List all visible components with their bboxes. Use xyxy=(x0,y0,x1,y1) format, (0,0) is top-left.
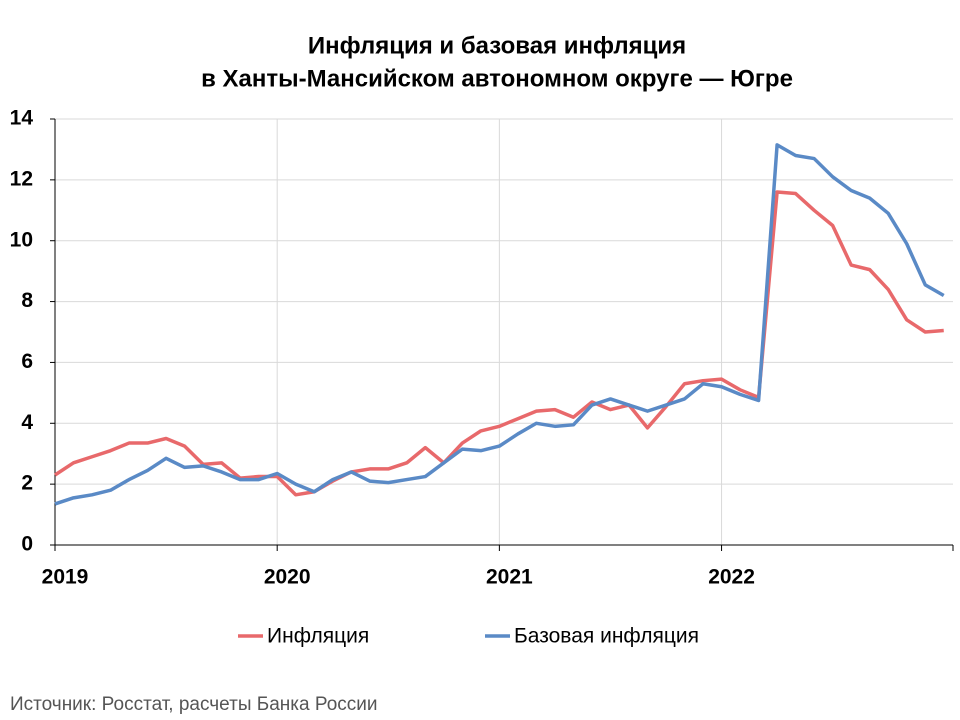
x-tick-label: 2021 xyxy=(486,566,533,589)
x-tick-label: 2019 xyxy=(42,566,89,589)
y-tick-label: 14 xyxy=(10,107,34,130)
chart-title: Инфляция и базовая инфляция xyxy=(308,32,686,59)
data-line xyxy=(54,143,945,506)
y-tick-label: 8 xyxy=(21,289,33,312)
legend-label: Инфляция xyxy=(267,625,369,648)
x-tick-label: 2022 xyxy=(708,566,755,589)
source-note: Источник: Росстат, расчеты Банка России xyxy=(10,694,378,715)
legend-label: Базовая инфляция xyxy=(514,625,699,648)
y-tick-label: 12 xyxy=(10,167,33,190)
y-tick-label: 2 xyxy=(21,472,33,495)
chart-title: в Ханты-Мансийском автономном округе — Ю… xyxy=(201,65,793,92)
y-tick-label: 4 xyxy=(21,411,33,434)
y-tick-label: 6 xyxy=(21,350,33,373)
y-tick-label: 10 xyxy=(10,228,33,251)
y-tick-label: 0 xyxy=(21,533,33,556)
x-tick-label: 2020 xyxy=(264,566,311,589)
